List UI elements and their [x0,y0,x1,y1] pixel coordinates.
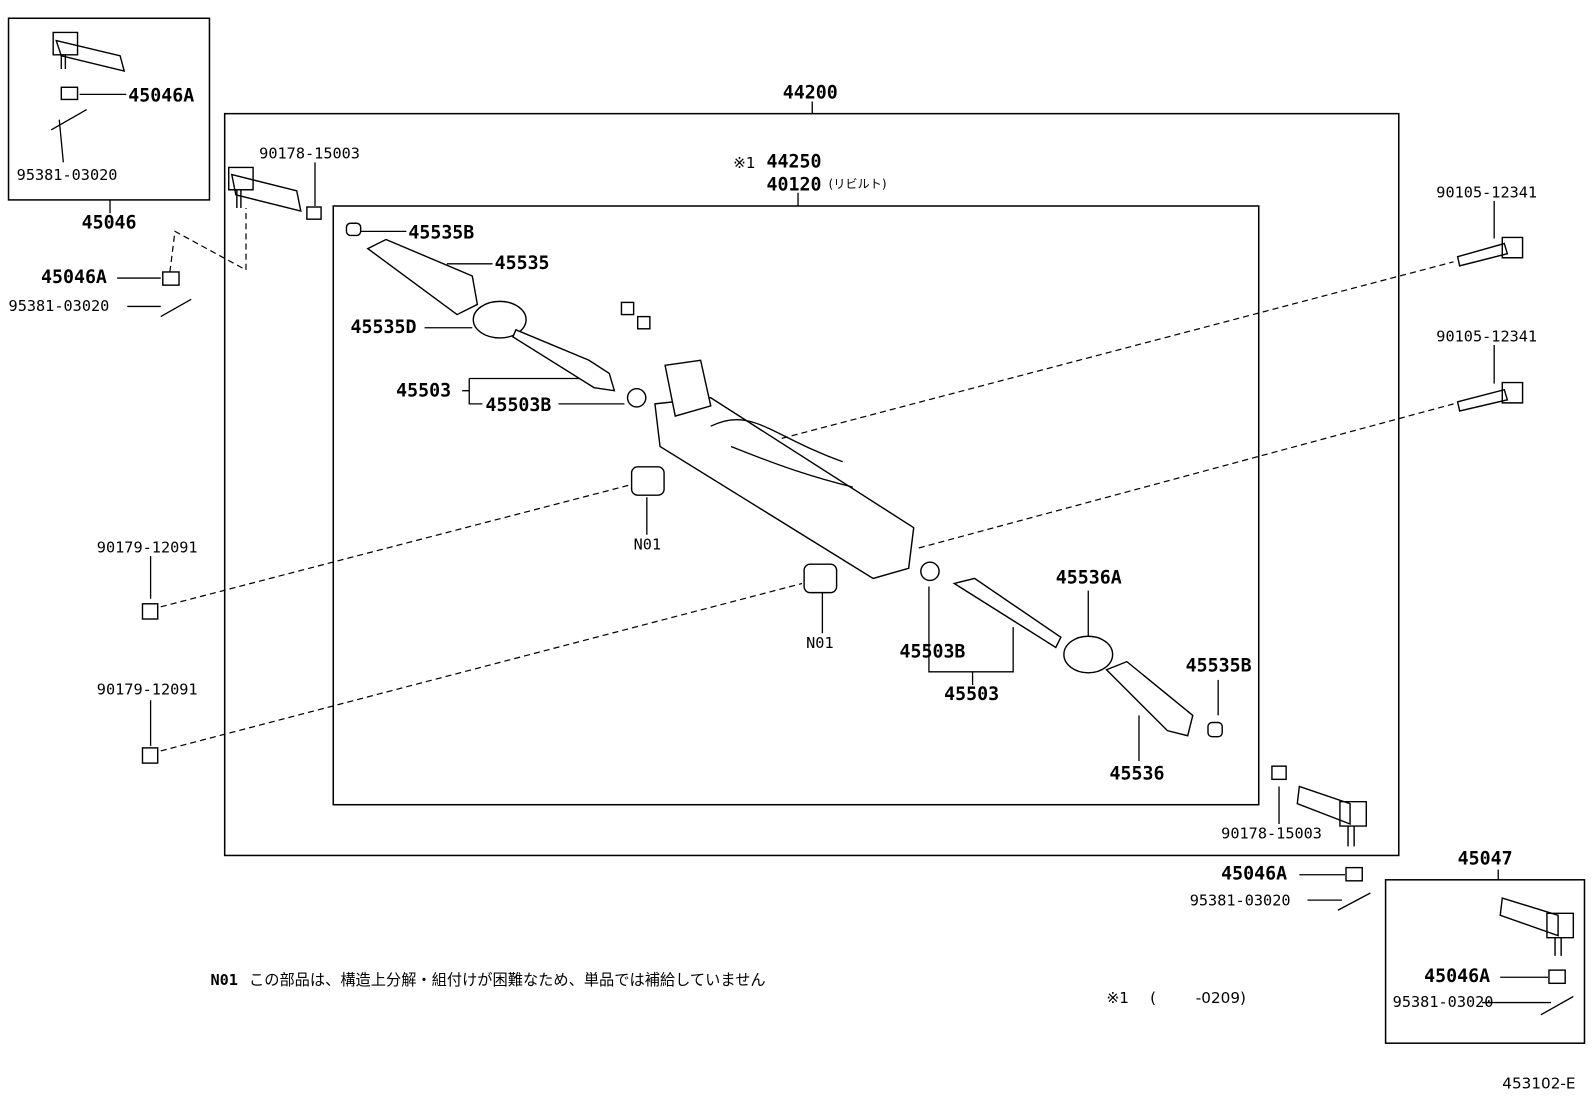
part-number: 45046A [1221,864,1287,885]
part-number: 45046A [41,267,107,288]
part-number: 45536A [1056,567,1122,588]
footnote-range: -0209) [1196,989,1246,1007]
nut [1548,969,1566,985]
valve [664,359,712,417]
part-number: 40120 [767,175,822,196]
leader-lines [58,93,1551,1004]
part-number: 44250 [767,151,822,172]
part-number: 45047 [1458,849,1513,870]
part-number: 45535B [1186,656,1252,677]
part-number: 90179-12091 [97,681,198,699]
dashed-link [918,403,1454,549]
nut [141,747,159,764]
part-number: 95381-03020 [17,166,118,184]
clamp [472,300,527,339]
notes: N01 この部品は、構造上分解・組付けが困難なため、単品では補給していません ※… [210,971,1575,1093]
annotation: (リビルト) [828,177,886,191]
nut [1271,765,1287,781]
cotter-pin [1540,995,1574,1016]
marker: ※1 [733,154,755,172]
part-number: 45535 [495,253,550,274]
nut [636,315,651,330]
part-number: N01 [634,535,662,553]
part-number: 90178-15003 [1221,825,1322,843]
leader [58,93,1551,1004]
dashed-link [781,261,1454,439]
boot [366,238,479,316]
bushing [803,563,838,594]
rack-housing [654,397,915,580]
part-number: 45503 [396,381,451,402]
clip [1207,721,1223,738]
footnote-open: ( [1150,989,1156,1007]
bushing [630,466,665,496]
cotter-pin [160,298,192,318]
boot [1105,660,1194,737]
cotter-pin [1337,892,1371,911]
part-number: 45536 [1110,763,1165,784]
note-marker: N01 [210,971,238,989]
tie-rod [511,328,616,392]
note-text: この部品は、構造上分解・組付けが困難なため、単品では補給していません [249,971,766,989]
nut [620,301,635,316]
part-number: 90105-12341 [1436,183,1537,201]
dashed-lines [160,208,1454,752]
part-number: 45503B [485,395,551,416]
tie-rod-end [1499,897,1575,956]
frame [332,205,1260,806]
part-number: 45535D [351,317,417,338]
washer [920,561,940,582]
part-number: 90105-12341 [1436,327,1537,345]
washer [626,387,647,408]
part-number: 95381-03020 [9,297,110,315]
dashed-link [169,208,247,273]
part-number: 95381-03020 [1190,892,1291,910]
part-number: 95381-03020 [1393,993,1494,1011]
bolt [1456,236,1524,267]
clamp [1063,635,1114,674]
cotter-pin [50,109,88,131]
part-number: 90179-12091 [97,538,198,556]
footnote-marker: ※1 [1107,989,1129,1007]
part-number: 44200 [783,82,838,103]
pipe [710,418,853,488]
part-number: 45046 [82,212,137,233]
tie-rod [952,577,1062,649]
clip [345,222,362,237]
dashed-link [160,484,630,608]
part-number: 45535B [408,222,474,243]
part-number: 45046A [1424,966,1490,987]
labels: 45046A 95381-03020 45046 45046A 95381-03… [9,82,1538,1011]
nut [306,206,322,220]
part-number: 45046A [128,85,194,106]
nut [162,271,180,286]
parts [50,31,1575,1016]
bolt [1456,381,1524,412]
tie-rod-end [52,31,126,73]
nut [60,86,79,101]
frame [7,17,211,201]
part-number: 90178-15003 [259,145,360,163]
nut [1345,866,1363,882]
part-number: N01 [806,634,833,652]
nut [141,603,159,620]
tie-rod-end [228,166,302,213]
diagram-id: 453102-E [1502,1074,1575,1092]
part-number: 45503B [900,641,966,662]
tie-rod-end [1296,785,1368,847]
part-number: 45503 [944,684,999,705]
frame [1384,879,1586,1044]
dashed-link [160,582,803,752]
